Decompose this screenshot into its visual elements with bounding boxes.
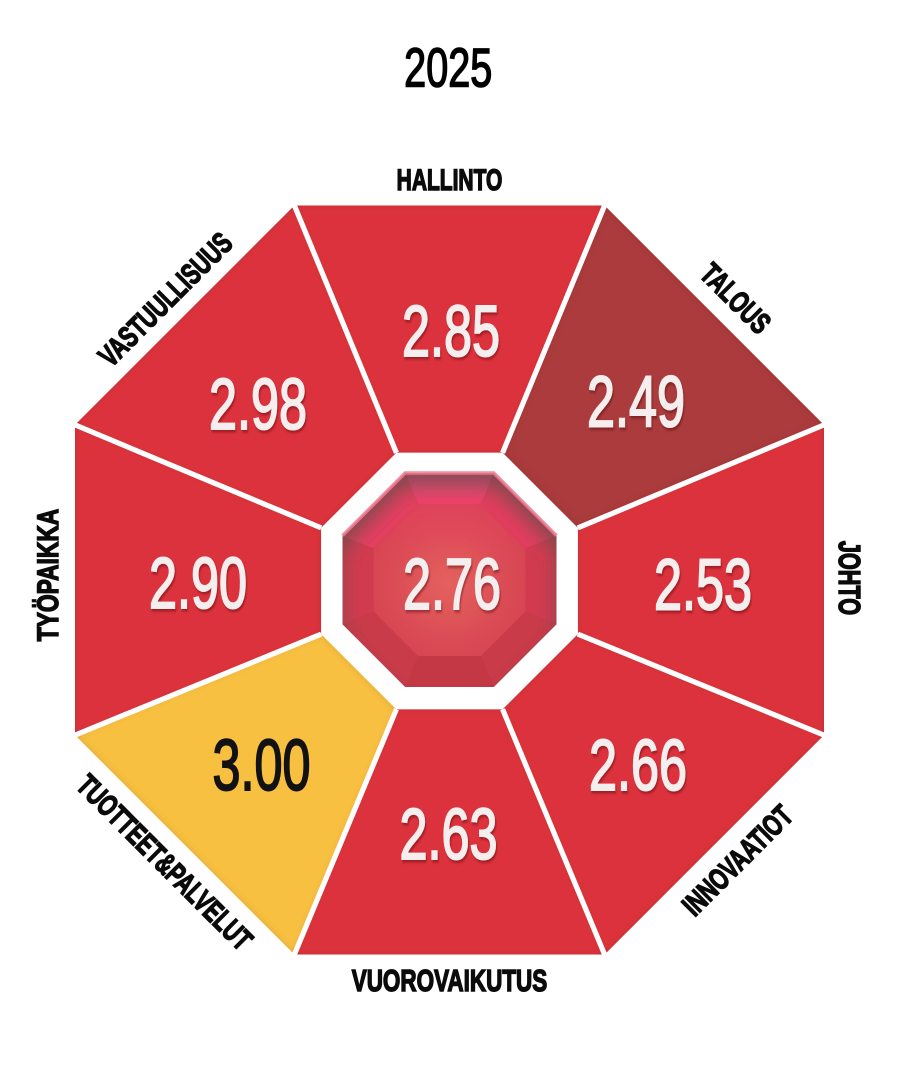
svg-text:2.90: 2.90 bbox=[149, 544, 247, 624]
svg-text:TYÖPAIKKA: TYÖPAIKKA bbox=[31, 509, 65, 641]
svg-text:2.98: 2.98 bbox=[209, 365, 307, 445]
svg-text:2.76: 2.76 bbox=[403, 545, 501, 625]
svg-text:3.00: 3.00 bbox=[212, 726, 310, 806]
svg-text:VUOROVAIKUTUS: VUOROVAIKUTUS bbox=[352, 963, 548, 998]
svg-text:2025: 2025 bbox=[404, 38, 492, 99]
svg-text:JOHTO: JOHTO bbox=[832, 541, 867, 615]
svg-text:2.53: 2.53 bbox=[654, 546, 752, 626]
svg-text:HALLINTO: HALLINTO bbox=[397, 164, 503, 196]
svg-text:2.49: 2.49 bbox=[587, 363, 685, 443]
svg-text:2.63: 2.63 bbox=[399, 795, 497, 875]
svg-text:2.66: 2.66 bbox=[589, 726, 687, 806]
svg-text:2.85: 2.85 bbox=[402, 292, 500, 372]
